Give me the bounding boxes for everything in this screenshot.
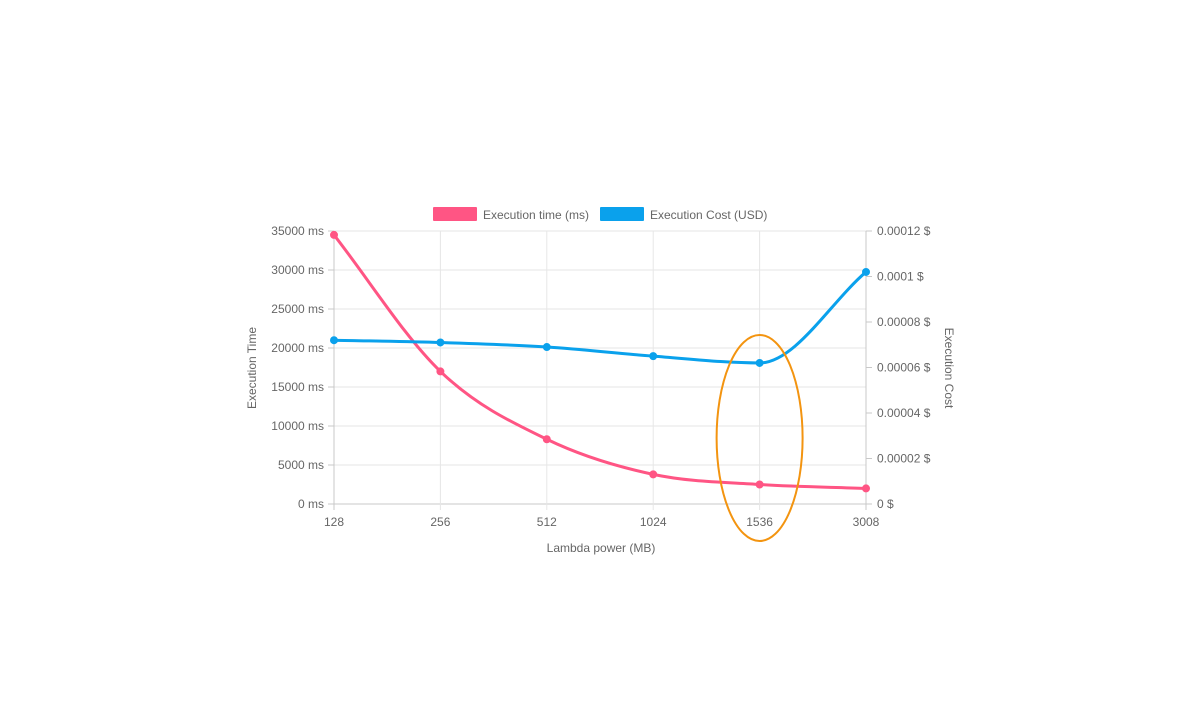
data-point-cost[interactable] xyxy=(649,352,658,361)
x-tick-label: 128 xyxy=(324,515,344,529)
data-point-time[interactable] xyxy=(542,435,551,444)
x-tick-label: 256 xyxy=(430,515,450,529)
data-point-cost[interactable] xyxy=(330,336,338,345)
legend-label-cost: Execution Cost (USD) xyxy=(650,208,767,222)
data-point-time[interactable] xyxy=(436,367,445,376)
left-tick-label: 0 ms xyxy=(298,497,324,511)
series-line-time xyxy=(332,233,867,490)
data-point-cost[interactable] xyxy=(436,338,445,347)
highlight-ellipse xyxy=(715,334,804,542)
right-tick-label: 0 $ xyxy=(877,497,894,511)
legend-label-time: Execution time (ms) xyxy=(483,208,589,222)
data-point-cost[interactable] xyxy=(862,267,870,276)
x-tick-label: 512 xyxy=(537,515,557,529)
left-axis-title: Execution Time xyxy=(245,327,259,409)
left-tick-label: 10000 ms xyxy=(271,419,324,433)
data-point-cost[interactable] xyxy=(542,343,551,352)
legend-swatch-cost xyxy=(600,207,644,221)
right-tick-label: 0.00012 $ xyxy=(877,224,931,238)
legend: Execution time (ms) Execution Cost (USD) xyxy=(433,207,767,222)
highlight xyxy=(715,334,804,542)
grid xyxy=(333,230,867,510)
data-point-time[interactable] xyxy=(330,230,338,239)
left-tick-label: 35000 ms xyxy=(271,224,324,238)
left-tick-label: 30000 ms xyxy=(271,263,324,277)
right-tick-label: 0.00008 $ xyxy=(877,315,931,329)
series-line-cost xyxy=(333,270,867,365)
x-tick-label: 1024 xyxy=(640,515,667,529)
x-tick-label: 1536 xyxy=(746,515,773,529)
data-point-time[interactable] xyxy=(755,480,764,489)
data-point-time[interactable] xyxy=(649,470,658,479)
left-tick-label: 5000 ms xyxy=(278,458,324,472)
data-point-time[interactable] xyxy=(862,484,870,493)
right-axis-ticks: 0 $ 0.00002 $ 0.00004 $ 0.00006 $ 0.00008 $ 0… xyxy=(866,224,931,511)
right-axis-title: Execution Cost xyxy=(942,328,956,409)
left-tick-label: 15000 ms xyxy=(271,380,324,394)
right-tick-label: 0.0001 $ xyxy=(877,270,924,284)
left-tick-label: 20000 ms xyxy=(271,341,324,355)
right-tick-label: 0.00004 $ xyxy=(877,406,931,420)
x-axis-title: Lambda power (MB) xyxy=(547,541,656,555)
series xyxy=(330,230,870,493)
left-axis-ticks: 0 ms 5000 ms 10000 ms 15000 ms 20000 ms 25000… xyxy=(271,224,334,511)
legend-item-cost[interactable]: Execution Cost (USD) xyxy=(600,207,767,222)
legend-item-time[interactable]: Execution time (ms) xyxy=(433,207,589,222)
left-tick-label: 25000 ms xyxy=(271,302,324,316)
right-tick-label: 0.00006 $ xyxy=(877,361,931,375)
data-point-cost[interactable] xyxy=(755,358,764,367)
right-tick-label: 0.00002 $ xyxy=(877,452,931,466)
x-axis-ticks: 128 256 512 1024 1536 3008 xyxy=(324,515,880,529)
x-tick-label: 3008 xyxy=(853,515,880,529)
legend-swatch-time xyxy=(433,207,477,221)
